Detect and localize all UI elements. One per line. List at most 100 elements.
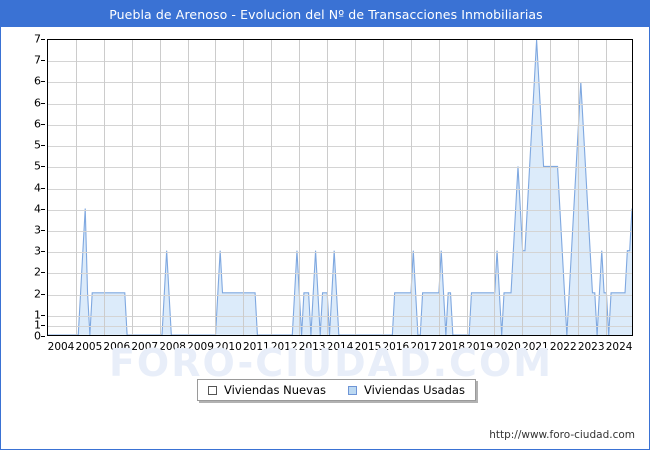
- gridline-vertical: [75, 40, 77, 335]
- legend-item-viviendas-usadas[interactable]: Viviendas Usadas: [347, 383, 465, 397]
- y-axis-tick-label: 3: [34, 244, 41, 258]
- x-axis-tick-label: 2004: [47, 341, 75, 353]
- y-axis-tick: [41, 272, 45, 274]
- gridline-vertical: [578, 40, 580, 335]
- y-axis-tick-label: 7: [34, 32, 41, 46]
- gridline-horizontal: [48, 124, 632, 126]
- page-title: Puebla de Arenoso - Evolucion del Nº de …: [109, 6, 543, 22]
- gridline-vertical: [131, 40, 133, 335]
- y-axis-tick: [41, 336, 45, 337]
- gridline-vertical: [466, 40, 468, 335]
- x-axis-tick-label: 2023: [577, 341, 605, 353]
- gridline-vertical: [522, 40, 524, 335]
- x-axis-tick-label: 2013: [298, 341, 326, 353]
- x-axis-tick-label: 2012: [270, 341, 298, 353]
- y-axis-tick-label: 3: [34, 223, 41, 237]
- y-axis-tick: [41, 208, 45, 210]
- chart-legend: Viviendas Nuevas Viviendas Usadas: [197, 379, 476, 401]
- gridline-vertical: [354, 40, 356, 335]
- window-titlebar: Puebla de Arenoso - Evolucion del Nº de …: [1, 1, 650, 27]
- gridline-horizontal: [48, 252, 632, 254]
- x-axis-tick-label: 2024: [605, 341, 633, 353]
- y-axis-tick-label: 6: [34, 96, 41, 110]
- x-axis-tick-label: 2011: [242, 341, 270, 353]
- gridline-vertical: [243, 40, 245, 335]
- y-axis-tick: [41, 60, 45, 62]
- source-url: http://www.foro-ciudad.com: [489, 429, 635, 441]
- gridline-vertical: [438, 40, 440, 335]
- x-axis-tick-label: 2019: [466, 341, 493, 353]
- x-axis-tick-label: 2020: [494, 341, 521, 353]
- y-axis-tick: [41, 325, 45, 327]
- gridline-horizontal: [48, 188, 632, 190]
- gridline-vertical: [494, 40, 496, 335]
- gridline-horizontal: [48, 146, 632, 148]
- y-axis-tick-label: 0: [34, 329, 41, 343]
- x-axis-tick-label: 2008: [159, 341, 186, 353]
- gridline-vertical: [103, 40, 105, 335]
- gridline-vertical: [187, 40, 189, 335]
- x-axis-tick-label: 2016: [382, 341, 410, 353]
- gridline-vertical: [606, 40, 608, 335]
- x-axis-tick-label: 2015: [354, 341, 382, 353]
- y-axis-tick: [41, 229, 45, 231]
- series-line-viviendas-usadas: [48, 40, 632, 335]
- series-area-viviendas-usadas: [48, 40, 632, 335]
- legend-label: Viviendas Nuevas: [224, 383, 326, 397]
- y-axis-tick-label: 1: [34, 318, 41, 332]
- y-axis-tick-label: 4: [34, 181, 41, 194]
- x-axis-tick-label: 2006: [103, 341, 131, 353]
- gridline-vertical: [215, 40, 217, 335]
- y-axis-tick-label: 7: [34, 53, 41, 67]
- legend-swatch-icon: [347, 385, 357, 395]
- y-axis-tick-label: 6: [34, 74, 41, 88]
- y-axis-tick-label: 5: [34, 138, 41, 152]
- y-axis-tick: [41, 145, 45, 147]
- x-axis-tick-label: 2005: [75, 341, 103, 353]
- y-axis-tick-label: 5: [34, 159, 41, 173]
- gridline-vertical: [299, 40, 301, 335]
- gridline-horizontal: [48, 294, 632, 296]
- x-axis-tick-label: 2017: [410, 341, 438, 353]
- legend-label: Viviendas Usadas: [363, 383, 465, 397]
- x-axis-tick-label: 2021: [522, 341, 549, 353]
- y-axis-tick: [41, 187, 45, 189]
- y-axis-tick-label: 6: [34, 117, 41, 131]
- y-axis-tick: [41, 251, 45, 253]
- x-axis-tick-label: 2014: [326, 341, 354, 353]
- gridline-horizontal: [48, 326, 632, 328]
- gridline-horizontal: [48, 209, 632, 211]
- gridline-horizontal: [48, 167, 632, 169]
- gridline-vertical: [159, 40, 161, 335]
- x-axis-tick-label: 2007: [131, 341, 159, 353]
- gridline-vertical: [271, 40, 273, 335]
- y-axis-tick-label: 4: [34, 202, 41, 216]
- plot-box: [47, 39, 633, 336]
- y-axis-tick: [41, 293, 45, 295]
- x-axis-tick-label: 2010: [215, 341, 242, 353]
- x-axis-tick-label: 2009: [187, 341, 214, 353]
- x-axis-tick-label: 2022: [549, 341, 577, 353]
- legend-swatch-icon: [208, 385, 217, 395]
- gridline-horizontal: [48, 315, 632, 317]
- y-axis-tick: [41, 102, 45, 104]
- y-axis-tick-label: 2: [34, 265, 41, 279]
- gridline-horizontal: [48, 273, 632, 275]
- gridline-horizontal: [48, 230, 632, 232]
- y-axis-tick: [41, 81, 45, 83]
- x-axis-tick-label: 2018: [438, 341, 466, 353]
- plot-area: [47, 39, 633, 336]
- y-axis-tick: [41, 123, 45, 125]
- gridline-vertical: [382, 40, 384, 335]
- y-axis-tick-label: 1: [34, 308, 41, 322]
- y-axis-tick: [41, 166, 45, 168]
- gridline-horizontal: [48, 61, 632, 63]
- gridline-horizontal: [48, 82, 632, 84]
- legend-item-viviendas-nuevas[interactable]: Viviendas Nuevas: [208, 383, 326, 397]
- chart-svg: [48, 40, 632, 335]
- x-axis: 2004 2005 2006 2007 2008 2009 2010 2011 2012 2013…: [47, 336, 633, 358]
- gridline-vertical: [410, 40, 412, 335]
- y-axis-tick: [41, 39, 45, 40]
